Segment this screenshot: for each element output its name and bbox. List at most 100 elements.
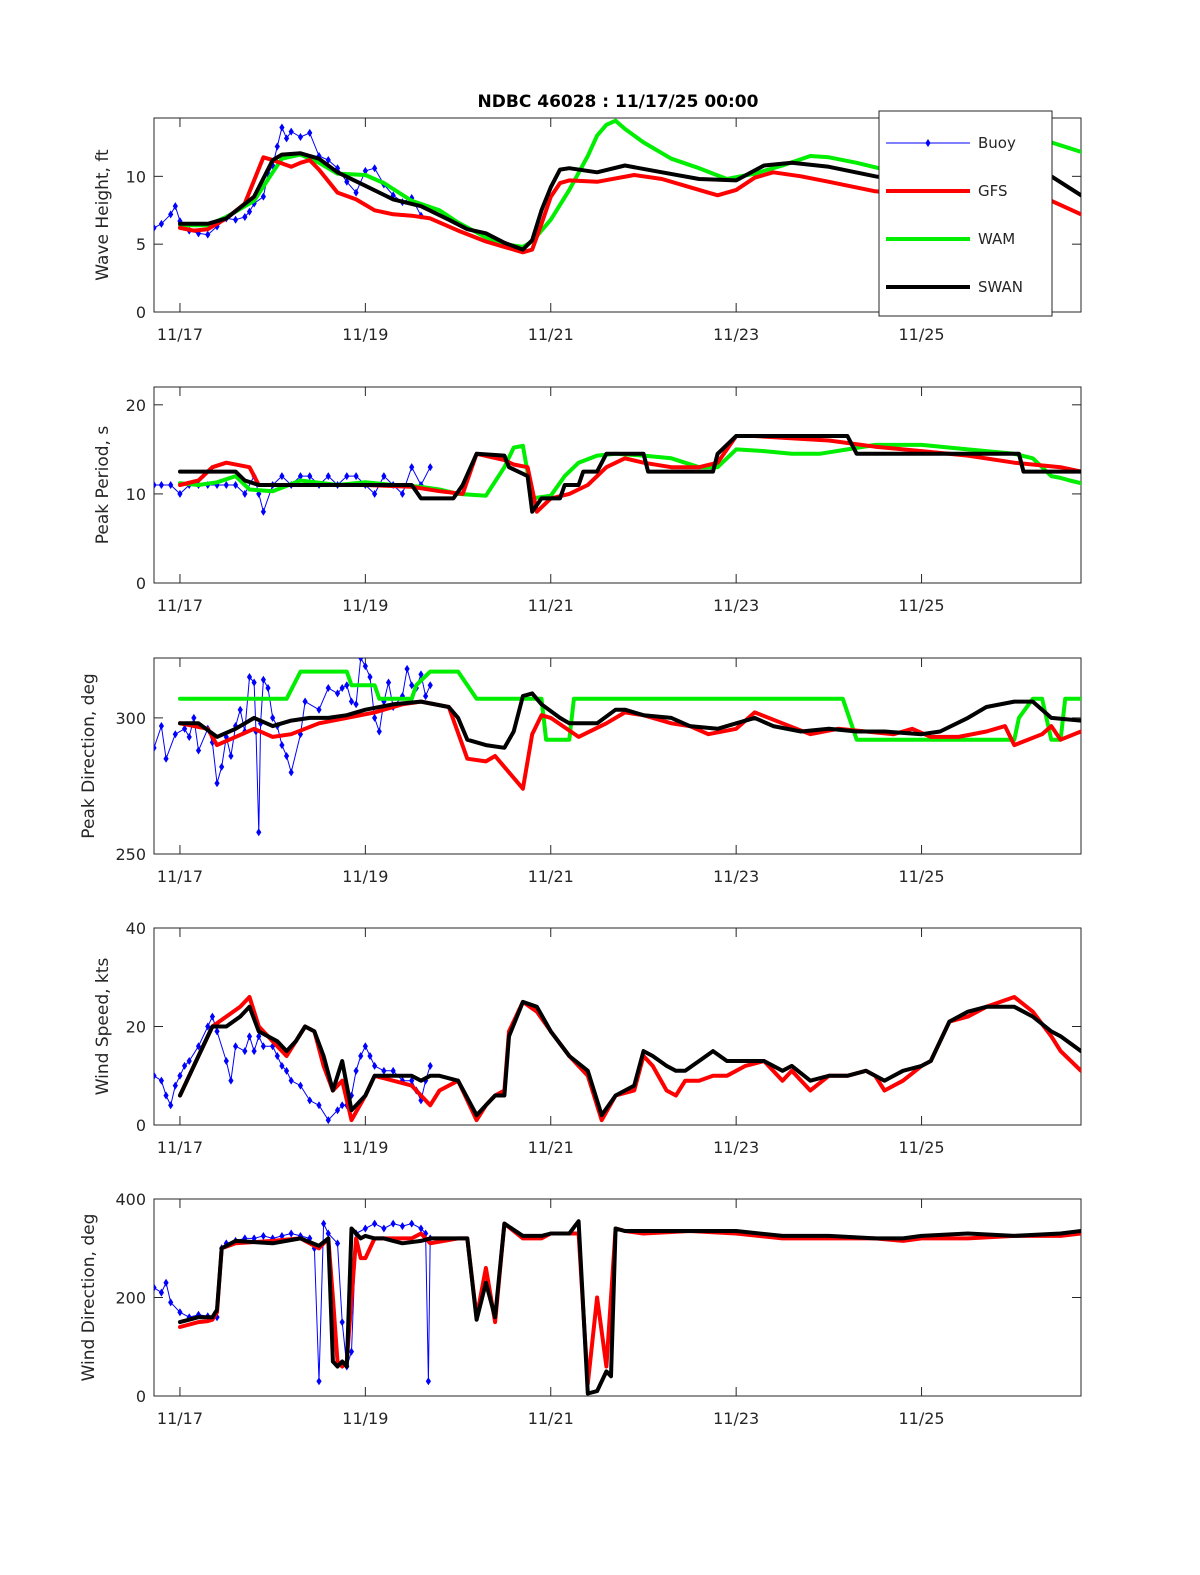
x-tick-label: 11/19 [342,596,388,615]
buoy-marker [339,1318,345,1327]
x-tick-label: 11/21 [528,1138,574,1157]
buoy-marker [168,1101,174,1110]
series-gfs-line [178,699,1081,791]
buoy-marker [325,1116,331,1125]
buoy-marker [163,1091,169,1100]
buoy-marker [209,1012,216,1021]
y-tick-label: 40 [126,919,146,938]
buoy-marker [344,681,350,690]
buoy-marker [195,746,202,755]
buoy-marker [154,223,157,232]
buoy-marker [274,1052,280,1061]
buoy-marker [325,156,331,165]
buoy-marker [228,1076,234,1085]
buoy-marker [181,724,188,733]
buoy-marker [242,1047,248,1056]
buoy-marker [205,1022,211,1031]
buoy-marker [334,1106,341,1115]
legend-marker [925,139,931,147]
x-tick-label: 11/17 [157,1138,203,1157]
buoy-marker [353,700,359,709]
buoy-marker [195,1042,202,1051]
buoy-marker [154,1283,157,1292]
x-tick-label: 11/25 [899,596,945,615]
buoy-marker [168,481,174,489]
y-tick-label: 0 [136,1116,146,1135]
panel-2: 11/17 11/19 11/21 11/23 11/25 0 10 20 Peak Perio… [93,386,1082,615]
buoy-marker [158,1288,165,1297]
buoy-marker [316,1101,322,1110]
buoy-marker [399,1076,406,1085]
buoy-marker [321,1219,327,1228]
buoy-marker [158,219,165,228]
series-gfs-line [178,155,1081,255]
buoy-marker [172,1081,178,1090]
buoy-marker [288,127,294,136]
y-tick-label: 250 [115,845,146,864]
buoy-marker [409,463,415,472]
buoy-marker [214,779,220,788]
buoy-marker [251,678,257,687]
x-tick-label: 11/23 [713,596,759,615]
buoy-marker [158,1076,165,1085]
buoy-marker [158,481,165,489]
buoy-marker [232,1042,239,1051]
buoy-marker [228,752,234,760]
buoy-marker [358,1052,364,1061]
series-wam-line [178,669,1081,742]
legend: Buoy GFS WAM SWAN [878,110,1053,317]
y-axis-label: Peak Direction, deg [79,673,99,838]
y-axis-label: Wave Height, ft [93,149,113,281]
buoy-marker [168,210,174,219]
plot-area [154,1219,1081,1396]
buoy-marker [339,1101,345,1110]
buoy-marker [260,192,266,201]
buoy-marker [154,1071,157,1080]
buoy-marker [279,1231,285,1240]
buoy-marker [158,722,165,731]
x-tick-label: 11/23 [713,325,759,344]
buoy-marker [348,697,355,706]
buoy-marker [381,472,387,481]
panel-3: 11/17 11/19 11/21 11/23 11/25 250 300 Peak Dire… [79,657,1082,886]
series-swan-line [178,151,1081,252]
plot-area [154,658,1081,837]
legend-label-wam: WAM [978,230,1015,248]
buoy-marker [186,1056,192,1065]
x-tick-label: 11/21 [528,867,574,886]
buoy-marker [427,463,433,472]
x-tick-label: 11/23 [713,867,759,886]
buoy-marker [399,692,406,701]
buoy-marker [274,142,280,151]
buoy-marker [288,768,294,777]
x-tick-label: 11/17 [157,1409,203,1428]
buoy-marker [418,670,424,679]
y-tick-label: 10 [126,167,146,186]
buoy-marker [334,689,341,698]
buoy-marker [177,1071,183,1080]
buoy-marker [232,215,239,224]
buoy-marker [279,472,285,481]
buoy-marker [260,1042,266,1051]
buoy-marker [279,741,285,750]
buoy-marker [283,134,290,143]
buoy-marker [404,664,410,673]
buoy-marker [186,732,192,741]
y-tick-label: 20 [126,396,146,415]
buoy-marker [172,202,178,211]
x-tick-label: 11/21 [528,1409,574,1428]
buoy-marker [423,692,429,701]
series-swan-line [178,1219,1081,1396]
buoy-marker [390,1066,396,1075]
buoy-marker [425,1377,431,1386]
panel-5: 11/17 11/19 11/21 11/23 11/25 0 200 400 Wind Dir… [79,1190,1082,1428]
legend-label-buoy: Buoy [978,134,1016,152]
buoy-marker [409,681,415,690]
buoy-marker [362,1224,368,1233]
x-tick-label: 11/17 [157,867,203,886]
buoy-marker [307,1096,313,1105]
x-tick-label: 11/21 [528,596,574,615]
buoy-marker [353,1066,359,1075]
buoy-marker [418,1224,424,1233]
buoy-marker [344,472,350,481]
